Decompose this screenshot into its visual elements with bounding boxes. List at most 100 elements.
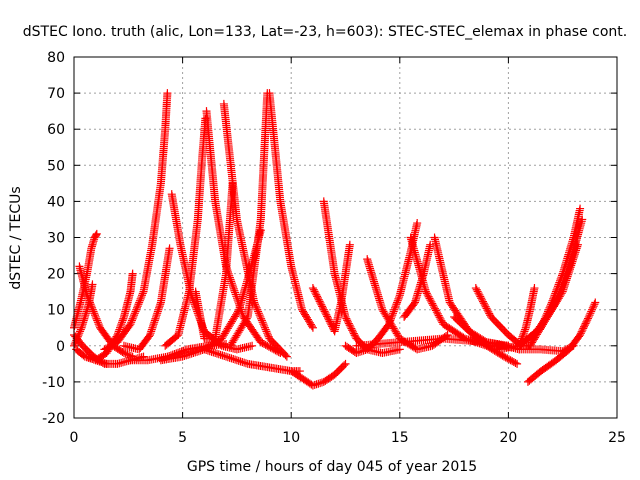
data-point: [225, 320, 234, 329]
data-point: [146, 329, 155, 338]
y-tick-label: 20: [47, 267, 65, 283]
data-point: [187, 349, 196, 358]
data-point: [580, 321, 589, 330]
data-point: [227, 279, 236, 288]
data-point: [559, 283, 568, 292]
data-point: [196, 346, 205, 355]
data-point: [590, 300, 599, 309]
data-point: [116, 321, 125, 330]
data-point: [202, 346, 211, 355]
data-point: [431, 306, 440, 315]
data-point: [138, 291, 147, 300]
data-point: [565, 267, 574, 276]
data-point: [216, 350, 225, 359]
data-point: [544, 310, 553, 319]
data-point: [471, 284, 480, 293]
data-point: [393, 331, 402, 340]
data-point: [315, 297, 324, 306]
data-point: [223, 353, 232, 362]
data-point: [128, 314, 137, 323]
chart-title: dSTEC Iono. truth (alic, Lon=133, Lat=-2…: [23, 24, 627, 40]
data-point: [260, 321, 269, 330]
data-point: [568, 257, 577, 266]
data-point: [91, 312, 100, 321]
data-point: [318, 304, 327, 313]
data-point: [513, 359, 522, 368]
data-point: [299, 307, 308, 316]
data-point: [566, 263, 575, 272]
data-point: [573, 240, 582, 249]
data-point: [433, 309, 442, 318]
x-axis-label: GPS time / hours of day 045 of year 2015: [187, 459, 477, 475]
data-point: [152, 311, 161, 320]
data-point: [75, 329, 84, 338]
data-point: [587, 307, 596, 316]
data-point: [341, 312, 350, 321]
data-point: [392, 329, 401, 338]
data-point: [393, 296, 402, 305]
data-point: [553, 295, 562, 304]
data-point: [322, 310, 331, 319]
data-series: [72, 345, 111, 368]
data-point: [229, 314, 238, 323]
data-point: [565, 265, 574, 274]
data-point: [263, 329, 272, 338]
y-tick-label: 10: [47, 303, 65, 319]
data-point: [561, 280, 570, 289]
data-point: [118, 347, 127, 356]
data-point: [480, 301, 489, 310]
x-tick-label: 10: [282, 430, 300, 446]
data-point: [207, 347, 216, 356]
x-tick-label: 5: [178, 430, 187, 446]
data-series: [352, 334, 513, 350]
data-series: [265, 89, 317, 332]
data-point: [319, 305, 328, 314]
data-point: [325, 317, 334, 326]
data-point: [194, 347, 203, 356]
data-point: [349, 327, 358, 336]
data-point: [227, 340, 236, 349]
data-point: [475, 290, 484, 299]
data-point: [327, 320, 336, 329]
data-point: [251, 300, 260, 309]
data-point: [577, 327, 586, 336]
data-point: [427, 297, 436, 306]
data-point: [570, 250, 579, 259]
data-point: [93, 318, 102, 327]
data-point: [236, 324, 245, 333]
data-point: [317, 300, 326, 309]
data-point: [560, 282, 569, 291]
data-point: [391, 327, 400, 336]
data-point: [230, 286, 239, 295]
data-point: [102, 359, 111, 368]
data-point: [316, 299, 325, 308]
data-point: [92, 231, 101, 240]
data-point: [165, 244, 174, 253]
data-point: [386, 319, 395, 328]
data-point: [301, 310, 310, 319]
data-point: [258, 318, 267, 327]
data-point: [119, 349, 128, 358]
data-point: [228, 338, 237, 347]
data-point: [543, 312, 552, 321]
data-series: [319, 197, 404, 358]
data-point: [240, 358, 249, 367]
data-point: [234, 307, 243, 316]
data-point: [572, 244, 581, 253]
data-point: [395, 345, 404, 354]
data-point: [116, 323, 125, 332]
data-point: [248, 341, 257, 350]
data-point: [135, 298, 144, 307]
data-point: [98, 358, 107, 367]
data-point: [378, 305, 387, 314]
data-point: [179, 346, 188, 355]
data-point: [552, 297, 561, 306]
data-point: [224, 322, 233, 331]
data-point: [92, 314, 101, 323]
y-tick-label: 40: [47, 194, 65, 210]
data-point: [391, 303, 400, 312]
data-point: [71, 338, 80, 347]
data-point: [559, 285, 568, 294]
data-point: [540, 317, 549, 326]
data-point: [76, 325, 85, 334]
